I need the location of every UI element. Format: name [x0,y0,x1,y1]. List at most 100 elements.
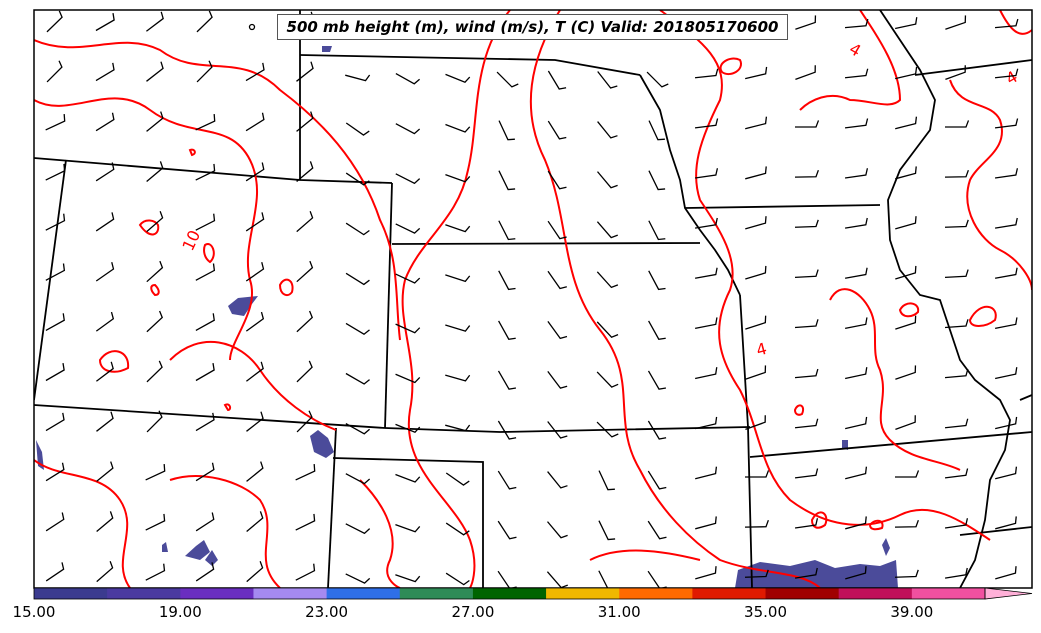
wind-barb [445,424,471,432]
wind-barb [295,464,316,481]
wind-barb [694,68,719,79]
wind-barb [895,66,918,80]
wind-barb [146,161,164,182]
wind-barb [345,322,370,335]
wind-barb [745,365,767,380]
colorbar-tick-label: 27.00 [451,603,495,621]
wind-barb [195,562,215,582]
wind-barb [45,362,65,382]
wind-barb [795,120,820,128]
wind-barb [547,170,567,190]
wind-barb [497,520,517,540]
wind-barb [146,260,164,283]
wind-barb [296,410,313,433]
wind-barb [445,73,471,84]
colorbar [33,587,1033,600]
wind-barb [445,572,470,586]
wind-barb [995,317,1018,329]
wind-barb [647,420,667,440]
map-title: 500 mb height (m), wind (m/s), T (C) Val… [277,14,788,40]
wind-barb [345,573,371,584]
colorbar-tick-label: 15.00 [12,603,56,621]
contour-label: 10 [178,227,204,253]
wind-barb [744,569,769,578]
colorbar-segment [34,588,108,599]
wind-barb [195,313,215,331]
wind-barb [95,112,115,132]
wind-barb [647,370,667,390]
wind-barb [844,18,869,29]
wind-barb [96,461,114,482]
wind-barb [498,170,516,191]
wind-barb [647,570,667,588]
wind-barb [497,370,517,390]
wind-barb [445,274,471,283]
wind-barb [345,272,370,286]
wind-barb [195,163,216,181]
colorbar-segment [326,588,401,599]
colorbar-tick-label: 23.00 [305,603,349,621]
wind-barb [895,365,917,380]
wind-barb [695,367,718,380]
wind-barb [895,166,917,180]
wind-barb [944,368,969,379]
wind-barb [945,15,967,30]
wind-barb [744,519,769,528]
wind-barb [345,523,371,535]
wind-barb [648,320,666,340]
wind-barb [945,120,970,128]
colorbar-segment [619,588,693,599]
colorbar-extend-triangle [984,587,1033,600]
wind-barb [246,361,264,382]
wind-barb [245,112,265,132]
colorbar-segment [472,588,547,599]
wind-barb [944,169,969,178]
colorbar-segment [911,588,986,599]
wind-barb [496,71,519,88]
colorbar-segment [692,588,767,599]
colorbar-tick-label: 35.00 [744,603,788,621]
wind-barb [445,173,471,183]
wind-barb [395,423,421,434]
wind-barb [345,122,370,136]
wind-barb [596,271,619,289]
wind-barb [246,461,264,482]
wind-barb [395,523,421,533]
wind-barb [445,123,471,133]
wind-barb [794,319,819,329]
wind-barb [995,566,1017,580]
wind-barb [395,223,421,234]
wind-barb [96,511,114,532]
wind-barb [745,216,767,230]
temperature-contours [34,10,1032,588]
wind-barb [694,267,718,279]
wind-barb [395,73,421,85]
wind-barb [598,470,615,491]
wind-barb [994,68,1019,79]
wind-barb [45,512,65,532]
wind-barb [546,571,568,588]
wind-barb [245,212,265,232]
wind-barb [994,267,1018,279]
wind-barb [46,60,63,83]
wind-barb [498,320,516,340]
wind-barb [994,217,1018,229]
wind-barb [195,263,216,281]
wind-barb [296,111,314,132]
wind-barb [146,310,164,333]
contour-labels: 4 4 4 10 [178,39,1020,360]
colorbar-segment [765,588,840,599]
wind-barb [46,10,63,33]
wind-barb [648,220,666,241]
wind-barb [944,468,969,479]
wind-barb [794,468,819,479]
wind-barb [45,263,66,281]
wind-barb [195,512,215,532]
wind-barb [498,270,516,291]
wind-barb [745,116,768,130]
colorbar-segment [180,588,254,599]
wind-barb [95,262,115,282]
wind-barb [45,412,65,432]
wind-barb [944,219,969,228]
